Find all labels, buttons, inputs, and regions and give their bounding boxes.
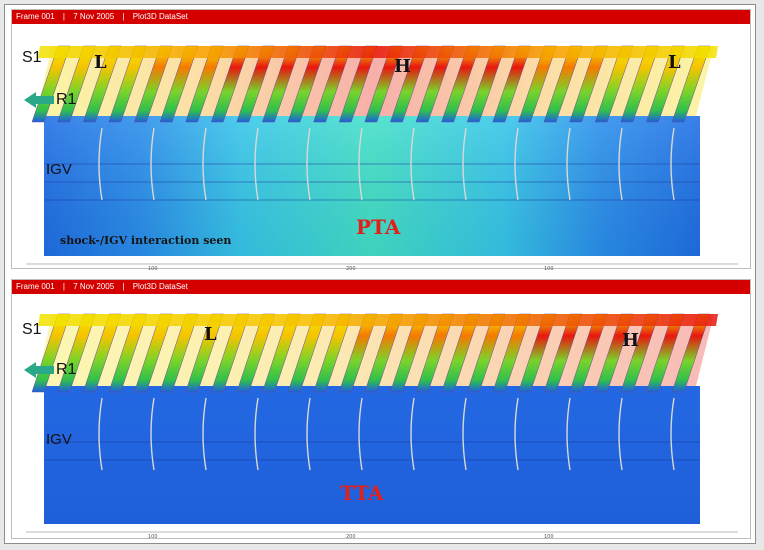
- high-label: H: [622, 330, 639, 351]
- top-contour-plot: S1 R1 IGV L H L PTA shock-/IGV interacti…: [22, 45, 738, 270]
- igv-passage: [44, 386, 700, 524]
- x-tick: 200: [346, 266, 356, 270]
- low-left-label: L: [94, 52, 107, 73]
- top-panel: Frame 001 | 7 Nov 2005 | Plot3D DataSet: [11, 9, 752, 270]
- top-plot: S1 R1 IGV L H L PTA shock-/IGV interacti…: [12, 24, 752, 270]
- igv-label: IGV: [46, 161, 72, 178]
- interaction-note: shock-/IGV interaction seen: [60, 234, 231, 247]
- rotor-blades: [31, 45, 711, 123]
- igv-blade: [462, 397, 467, 471]
- flow-arrow-icon: [24, 362, 54, 378]
- igv-blade: [514, 127, 519, 201]
- igv-label: IGV: [46, 431, 72, 448]
- igv-blade: [670, 397, 675, 471]
- igv-blade: [670, 127, 675, 201]
- r1-label: R1: [56, 91, 77, 108]
- bottom-plot: S1 R1 IGV L H TTA 100 200 100 Tu: [12, 294, 752, 540]
- igv-blade: [566, 127, 571, 201]
- top-panel-header: Frame 001 | 7 Nov 2005 | Plot3D DataSet: [12, 10, 750, 24]
- bottom-panel-header: Frame 001 | 7 Nov 2005 | Plot3D DataSet: [12, 280, 750, 294]
- igv-blade: [618, 127, 623, 201]
- igv-blade: [254, 397, 259, 471]
- x-tick: 100: [544, 534, 554, 540]
- igv-blade: [306, 397, 311, 471]
- igv-blade: [462, 127, 467, 201]
- igv-blades: [98, 127, 675, 201]
- igv-blades: [98, 397, 675, 471]
- igv-blade: [514, 397, 519, 471]
- flow-arrow-icon: [24, 92, 54, 108]
- igv-blade: [202, 397, 207, 471]
- igv-blade: [202, 127, 207, 201]
- frame-label: Frame 001: [16, 282, 55, 291]
- high-label: H: [394, 56, 411, 77]
- igv-blade: [358, 127, 363, 201]
- igv-blade: [566, 397, 571, 471]
- x-tick: 200: [346, 534, 356, 540]
- igv-blade: [254, 127, 259, 201]
- bottom-contour-plot: S1 R1 IGV L H TTA 100 200 100 Tu: [22, 313, 738, 540]
- date-label: 7 Nov 2005: [73, 282, 115, 291]
- x-tick: 100: [544, 266, 554, 270]
- igv-grid: [44, 441, 700, 461]
- figure-frame: Frame 001 | 7 Nov 2005 | Plot3D DataSet: [4, 4, 756, 544]
- r1-label: R1: [56, 361, 77, 378]
- tta-label: TTA: [340, 481, 384, 505]
- igv-blade: [150, 397, 155, 471]
- x-tick: 100: [148, 266, 158, 270]
- date-label: 7 Nov 2005: [73, 12, 115, 21]
- bottom-panel: Frame 001 | 7 Nov 2005 | Plot3D DataSet: [11, 279, 752, 540]
- igv-blade: [410, 127, 415, 201]
- igv-blade: [358, 397, 363, 471]
- s1-label: S1: [22, 321, 42, 338]
- frame-label: Frame 001: [16, 12, 55, 21]
- igv-blade: [98, 127, 103, 201]
- pta-label: PTA: [356, 215, 401, 239]
- s1-label: S1: [22, 49, 42, 66]
- igv-blade: [618, 397, 623, 471]
- low-right-label: L: [668, 52, 681, 73]
- igv-blade: [410, 397, 415, 471]
- x-tick: 100: [148, 534, 158, 540]
- low-label: L: [204, 324, 217, 345]
- igv-blade: [306, 127, 311, 201]
- igv-blade: [150, 127, 155, 201]
- dataset-label: Plot3D DataSet: [132, 12, 188, 21]
- dataset-label: Plot3D DataSet: [132, 282, 188, 291]
- igv-blade: [98, 397, 103, 471]
